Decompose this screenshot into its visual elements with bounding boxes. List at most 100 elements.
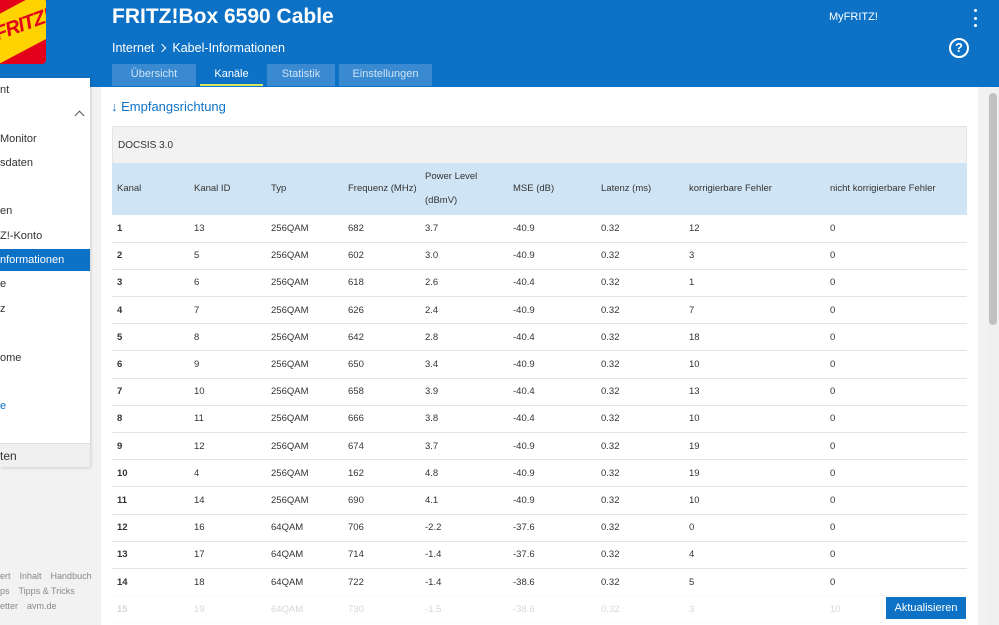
chevron-up-icon[interactable] [74,110,85,121]
table-cell: 8 [112,405,189,434]
table-cell: 9 [189,350,266,379]
scrollbar[interactable] [987,87,999,625]
table-cell: 706 [343,514,420,542]
table-cell: 162 [343,459,420,488]
table-cell: 6 [189,269,266,298]
scrollbar-thumb[interactable] [989,93,997,325]
table-cell: 19 [684,459,825,488]
sidebar-item-kabel-informationen[interactable]: nformationen [0,249,90,271]
table-cell: 256QAM [266,242,343,270]
channel-table: Kanal Kanal ID Typ Frequenz (MHz) Power Leve… [112,163,967,624]
table-row: 10 4 256QAM 162 4.8 -40.9 0.32 19 0 [112,459,967,488]
tab-kanaele[interactable]: Kanäle [200,64,263,86]
table-cell: 7 [189,296,266,325]
table-cell: -40.9 [508,296,596,325]
table-cell: 13 [189,215,266,243]
footer-link[interactable]: ps [0,586,10,596]
table-cell: 256QAM [266,323,343,352]
table-cell: 0 [825,269,967,298]
sidebar-item-e[interactable]: e [0,278,7,290]
sidebar-item-smart-home[interactable]: ome [0,352,22,364]
column-header: Power Level (dBmV) [420,163,508,215]
table-cell: 13 [112,541,189,569]
table-row: 5 8 256QAM 642 2.8 -40.4 0.32 18 0 [112,323,967,352]
table-cell: 0 [825,459,967,488]
table-cell: 9 [112,432,189,461]
table-cell: 1 [684,269,825,298]
table-header-row: Kanal Kanal ID Typ Frequenz (MHz) Power Leve… [112,163,967,215]
table-cell: 2 [112,242,189,270]
table-cell: 10 [112,459,189,488]
footer-link[interactable]: ert [0,571,11,581]
table-row: 3 6 256QAM 618 2.6 -40.4 0.32 1 0 [112,269,967,298]
sidebar-item-overview[interactable]: nt [0,84,10,96]
table-cell: 0.32 [596,296,684,325]
tab-einstellungen[interactable]: Einstellungen [339,64,432,86]
table-cell: 18 [684,323,825,352]
sidebar-item-filter[interactable]: en [0,205,13,217]
table-cell: -40.9 [508,242,596,270]
table-cell: 0 [825,541,967,569]
column-header: Frequenz (MHz) [343,163,420,215]
column-header: Typ [266,163,343,215]
table-cell: 256QAM [266,486,343,515]
table-cell: 14 [189,486,266,515]
table-row: 6 9 256QAM 650 3.4 -40.9 0.32 10 0 [112,350,967,379]
sidebar-item-zugangsdaten[interactable]: sdaten [0,157,34,169]
table-cell: 64QAM [266,514,343,542]
table-cell: 3 [112,269,189,298]
help-icon[interactable]: ? [949,38,969,58]
table-cell: 7 [684,296,825,325]
tab-uebersicht[interactable]: Übersicht [112,64,196,86]
footer-link[interactable]: Tipps & Tricks [18,586,75,596]
breadcrumb-parent[interactable]: Internet [112,41,155,55]
table-cell: 0 [825,486,967,515]
table-cell: 658 [343,378,420,406]
footer-link[interactable]: etter [0,601,19,611]
tab-statistik[interactable]: Statistik [267,64,335,86]
table-cell: -40.9 [508,486,596,515]
table-row: 1 13 256QAM 682 3.7 -40.9 0.32 12 0 [112,215,967,243]
table-cell: 0.32 [596,350,684,379]
table-cell: 3.7 [420,215,508,243]
table-cell: 3.0 [420,242,508,270]
table-cell: 256QAM [266,405,343,434]
fritz-logo[interactable]: FRITZ! [0,0,46,64]
refresh-button[interactable]: Aktualisieren [886,597,966,619]
sidebar-item-monitor[interactable]: Monitor [0,133,37,145]
sidebar-item-myfritz-konto[interactable]: Z!-Konto [0,230,43,242]
sidebar-item-z[interactable]: z [0,303,6,315]
table-cell: -40.9 [508,215,596,243]
footer-link[interactable]: Handbuch [50,571,92,581]
table-cell: 8 [189,323,266,352]
table-cell: 0 [825,242,967,270]
table-cell: 6 [112,350,189,379]
footer-links: etter avm.de [0,601,66,611]
footer-link[interactable]: Inhalt [19,571,42,581]
column-header: MSE (dB) [508,163,596,215]
table-cell: 256QAM [266,215,343,243]
breadcrumb-current: Kabel-Informationen [172,41,285,55]
table-cell: 5 [189,242,266,270]
column-header: Kanal [112,163,189,215]
table-cell: 3.7 [420,432,508,461]
table-cell: -40.9 [508,459,596,488]
table-cell: 0.32 [596,541,684,569]
table-row: 11 14 256QAM 690 4.1 -40.9 0.32 10 0 [112,486,967,515]
myfritz-link[interactable]: MyFRITZ! [829,11,878,23]
table-cell: 256QAM [266,378,343,406]
table-cell: 0 [825,432,967,461]
more-menu-icon[interactable] [970,9,980,27]
sidebar-item-link[interactable]: e [0,400,7,412]
table-cell: 626 [343,296,420,325]
table-row: 2 5 256QAM 602 3.0 -40.9 0.32 3 0 [112,242,967,270]
footer-link[interactable]: avm.de [27,601,57,611]
table-cell: 674 [343,432,420,461]
tab-bar: Übersicht Kanäle Statistik Einstellungen [112,64,432,86]
table-cell: 682 [343,215,420,243]
table-cell: 13 [684,378,825,406]
top-header: FRITZ! FRITZ!Box 6590 Cable MyFRITZ! Int… [0,0,999,87]
sidebar-section[interactable]: ten [0,443,90,467]
table-cell: 0.32 [596,323,684,352]
table-cell: 64QAM [266,541,343,569]
